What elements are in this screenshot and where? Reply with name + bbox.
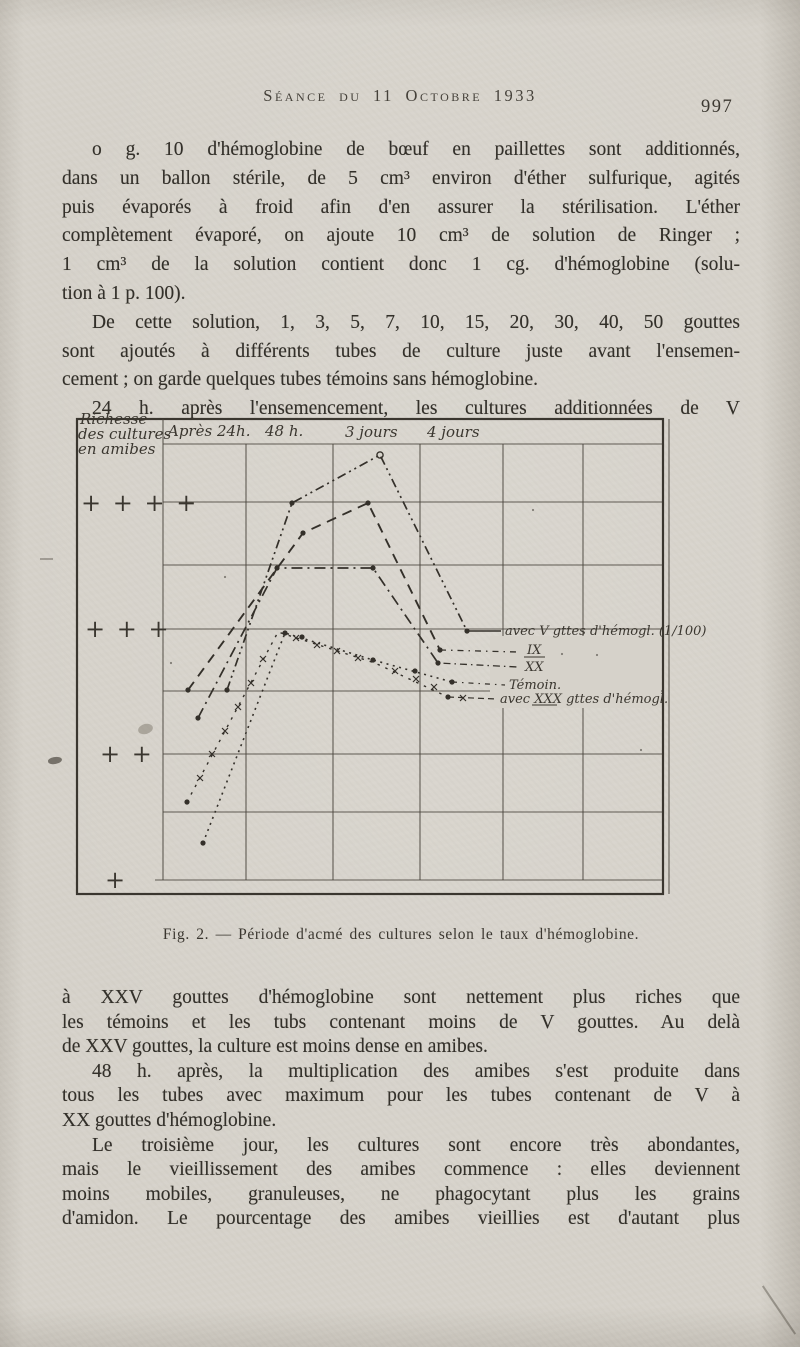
data-point-dot: [300, 530, 306, 536]
chart-label: +: [105, 866, 127, 894]
data-point-x-marker: [292, 634, 300, 642]
data-point-x-marker: [354, 654, 362, 662]
margin-ink-blob: [47, 755, 63, 766]
body-text-line: puis évaporés à froid afin d'en assurer …: [62, 196, 740, 218]
data-point-x-marker: [234, 703, 242, 711]
data-point-dot: [437, 647, 443, 653]
data-point-x-marker: [391, 667, 399, 675]
data-point-x-marker: [459, 694, 467, 702]
series-curve-ix-gouttes: [187, 501, 441, 691]
legend-background: [490, 636, 661, 708]
chart-label: XX: [524, 660, 544, 675]
ink-speck: [560, 652, 564, 656]
body-text-line: de XXV gouttes, la culture est moins den…: [62, 1036, 488, 1058]
ink-speck: [169, 661, 173, 665]
ink-speck: [531, 508, 535, 512]
chart-label: + + + +: [81, 489, 198, 517]
body-text-line: moins mobiles, granuleuses, ne phagocyta…: [62, 1183, 740, 1205]
data-point-x-marker: [221, 727, 229, 735]
body-text-line: complètement évaporé, on ajoute 10 cm³ d…: [62, 225, 740, 247]
data-point-dot: [289, 500, 295, 506]
page-corner-crease: [761, 1285, 797, 1335]
body-text-line: cement ; on garde quelques tubes témoins…: [62, 369, 539, 391]
legend-leader-xx-gouttes: [437, 662, 519, 668]
body-text-line: XX gouttes d'hémoglobine.: [62, 1109, 277, 1131]
chart-label: avec V gttes d'hémogl. (1/100): [505, 624, 706, 639]
body-text-line: Le troisième jour, les cultures sont enc…: [92, 1134, 740, 1156]
page-number: 997: [701, 97, 734, 117]
data-point-dot: [184, 799, 190, 805]
chart-label: Après 24h.: [166, 422, 250, 440]
body-text-line: dans un ballon stérile, de 5 cm³ environ…: [62, 167, 740, 189]
chart-label: en amibes: [78, 440, 156, 458]
ink-speck: [223, 575, 227, 579]
body-text-line: les témoins et les tubs contenant moins …: [62, 1011, 740, 1033]
chart-label: 4 jours: [426, 423, 480, 441]
running-head: Séance du 11 Octobre 1933 997: [0, 86, 800, 126]
chart-label: + +: [100, 740, 154, 768]
data-point-x-marker: [208, 750, 216, 758]
body-text-line: à XXV gouttes d'hémoglobine sont netteme…: [62, 987, 740, 1008]
chart-label: + + +: [85, 615, 171, 643]
data-point-dot: [195, 715, 201, 721]
body-text-line: tous les tubes avec maximum pour les tub…: [62, 1085, 740, 1107]
margin-mark-dash: [40, 558, 53, 560]
data-point-dot: [224, 687, 230, 693]
figure-caption: Fig. 2. — Période d'acmé des cultures se…: [162, 926, 640, 943]
figure-2: Richesse des cultures en amibes Après 24h. 4…: [75, 405, 775, 901]
body-text-line: 24 h. après l'ensemencement, les culture…: [92, 398, 740, 420]
chart-label: 48 h.: [264, 422, 303, 440]
series-curve-xxx-gouttes: [186, 631, 449, 803]
data-point-x-marker: [196, 774, 204, 782]
body-text-bottom: à XXV gouttes d'hémoglobine sont netteme…: [62, 986, 740, 1232]
data-point-dot: [299, 634, 305, 640]
data-point-dot: [282, 630, 288, 636]
data-point-x-marker: [412, 675, 420, 683]
data-point-x-marker: [259, 655, 267, 663]
series-curve-xx-gouttes: [197, 567, 439, 719]
page-header-title: Séance du 11 Octobre 1933: [263, 86, 537, 105]
chart-label: IX: [526, 643, 542, 658]
data-point-dot: [185, 687, 191, 693]
data-point-x-marker: [313, 641, 321, 649]
chart-label: avec XXX gttes d'hémogl.: [500, 692, 668, 707]
body-text-top: o g. 10 d'hémoglobine de bœuf en paillet…: [62, 136, 740, 424]
chart-label: Richesse: [79, 410, 147, 428]
chart-label: des cultures: [78, 425, 172, 443]
data-point-dot: [445, 694, 451, 700]
legend-leader-ix-gouttes: [439, 649, 519, 653]
chart-label: Témoin.: [509, 678, 561, 693]
body-text-line: tion à 1 p. 100).: [62, 282, 186, 304]
data-point-dot: [370, 565, 376, 571]
data-point-dot: [200, 840, 206, 846]
data-point-open-circle: [376, 451, 384, 459]
body-text-line: 1 cm³ de la solution contient donc 1 cg.…: [62, 254, 740, 276]
data-point-dot: [464, 628, 470, 634]
data-point-x-marker: [430, 683, 438, 691]
body-text-line: mais le vieillissement des amibes commen…: [62, 1159, 740, 1181]
data-point-dot: [274, 565, 280, 571]
body-text-line: o g. 10 d'hémoglobine de bœuf en paillet…: [92, 139, 740, 160]
data-point-x-marker: [247, 679, 255, 687]
ink-speck: [639, 748, 643, 752]
data-point-dot: [365, 500, 371, 506]
ink-speck: [595, 653, 599, 657]
body-text-line: 48 h. après, la multiplication des amibe…: [92, 1060, 740, 1082]
legend-leader-xxx-gouttes: [447, 696, 498, 700]
data-point-dot: [435, 660, 441, 666]
legend-leader-temoin: [451, 681, 506, 686]
body-text-line: De cette solution, 1, 3, 5, 7, 10, 15, 2…: [92, 311, 740, 333]
data-point-dot: [412, 668, 418, 674]
body-text-line: sont ajoutés à différents tubes de cultu…: [62, 340, 740, 362]
data-point-x-marker: [333, 647, 341, 655]
figure-border: [75, 417, 665, 896]
body-text-line: d'amidon. Le pourcentage des amibes viei…: [62, 1208, 740, 1230]
chart-label: 3 jours: [345, 423, 398, 441]
data-point-dot: [449, 679, 455, 685]
